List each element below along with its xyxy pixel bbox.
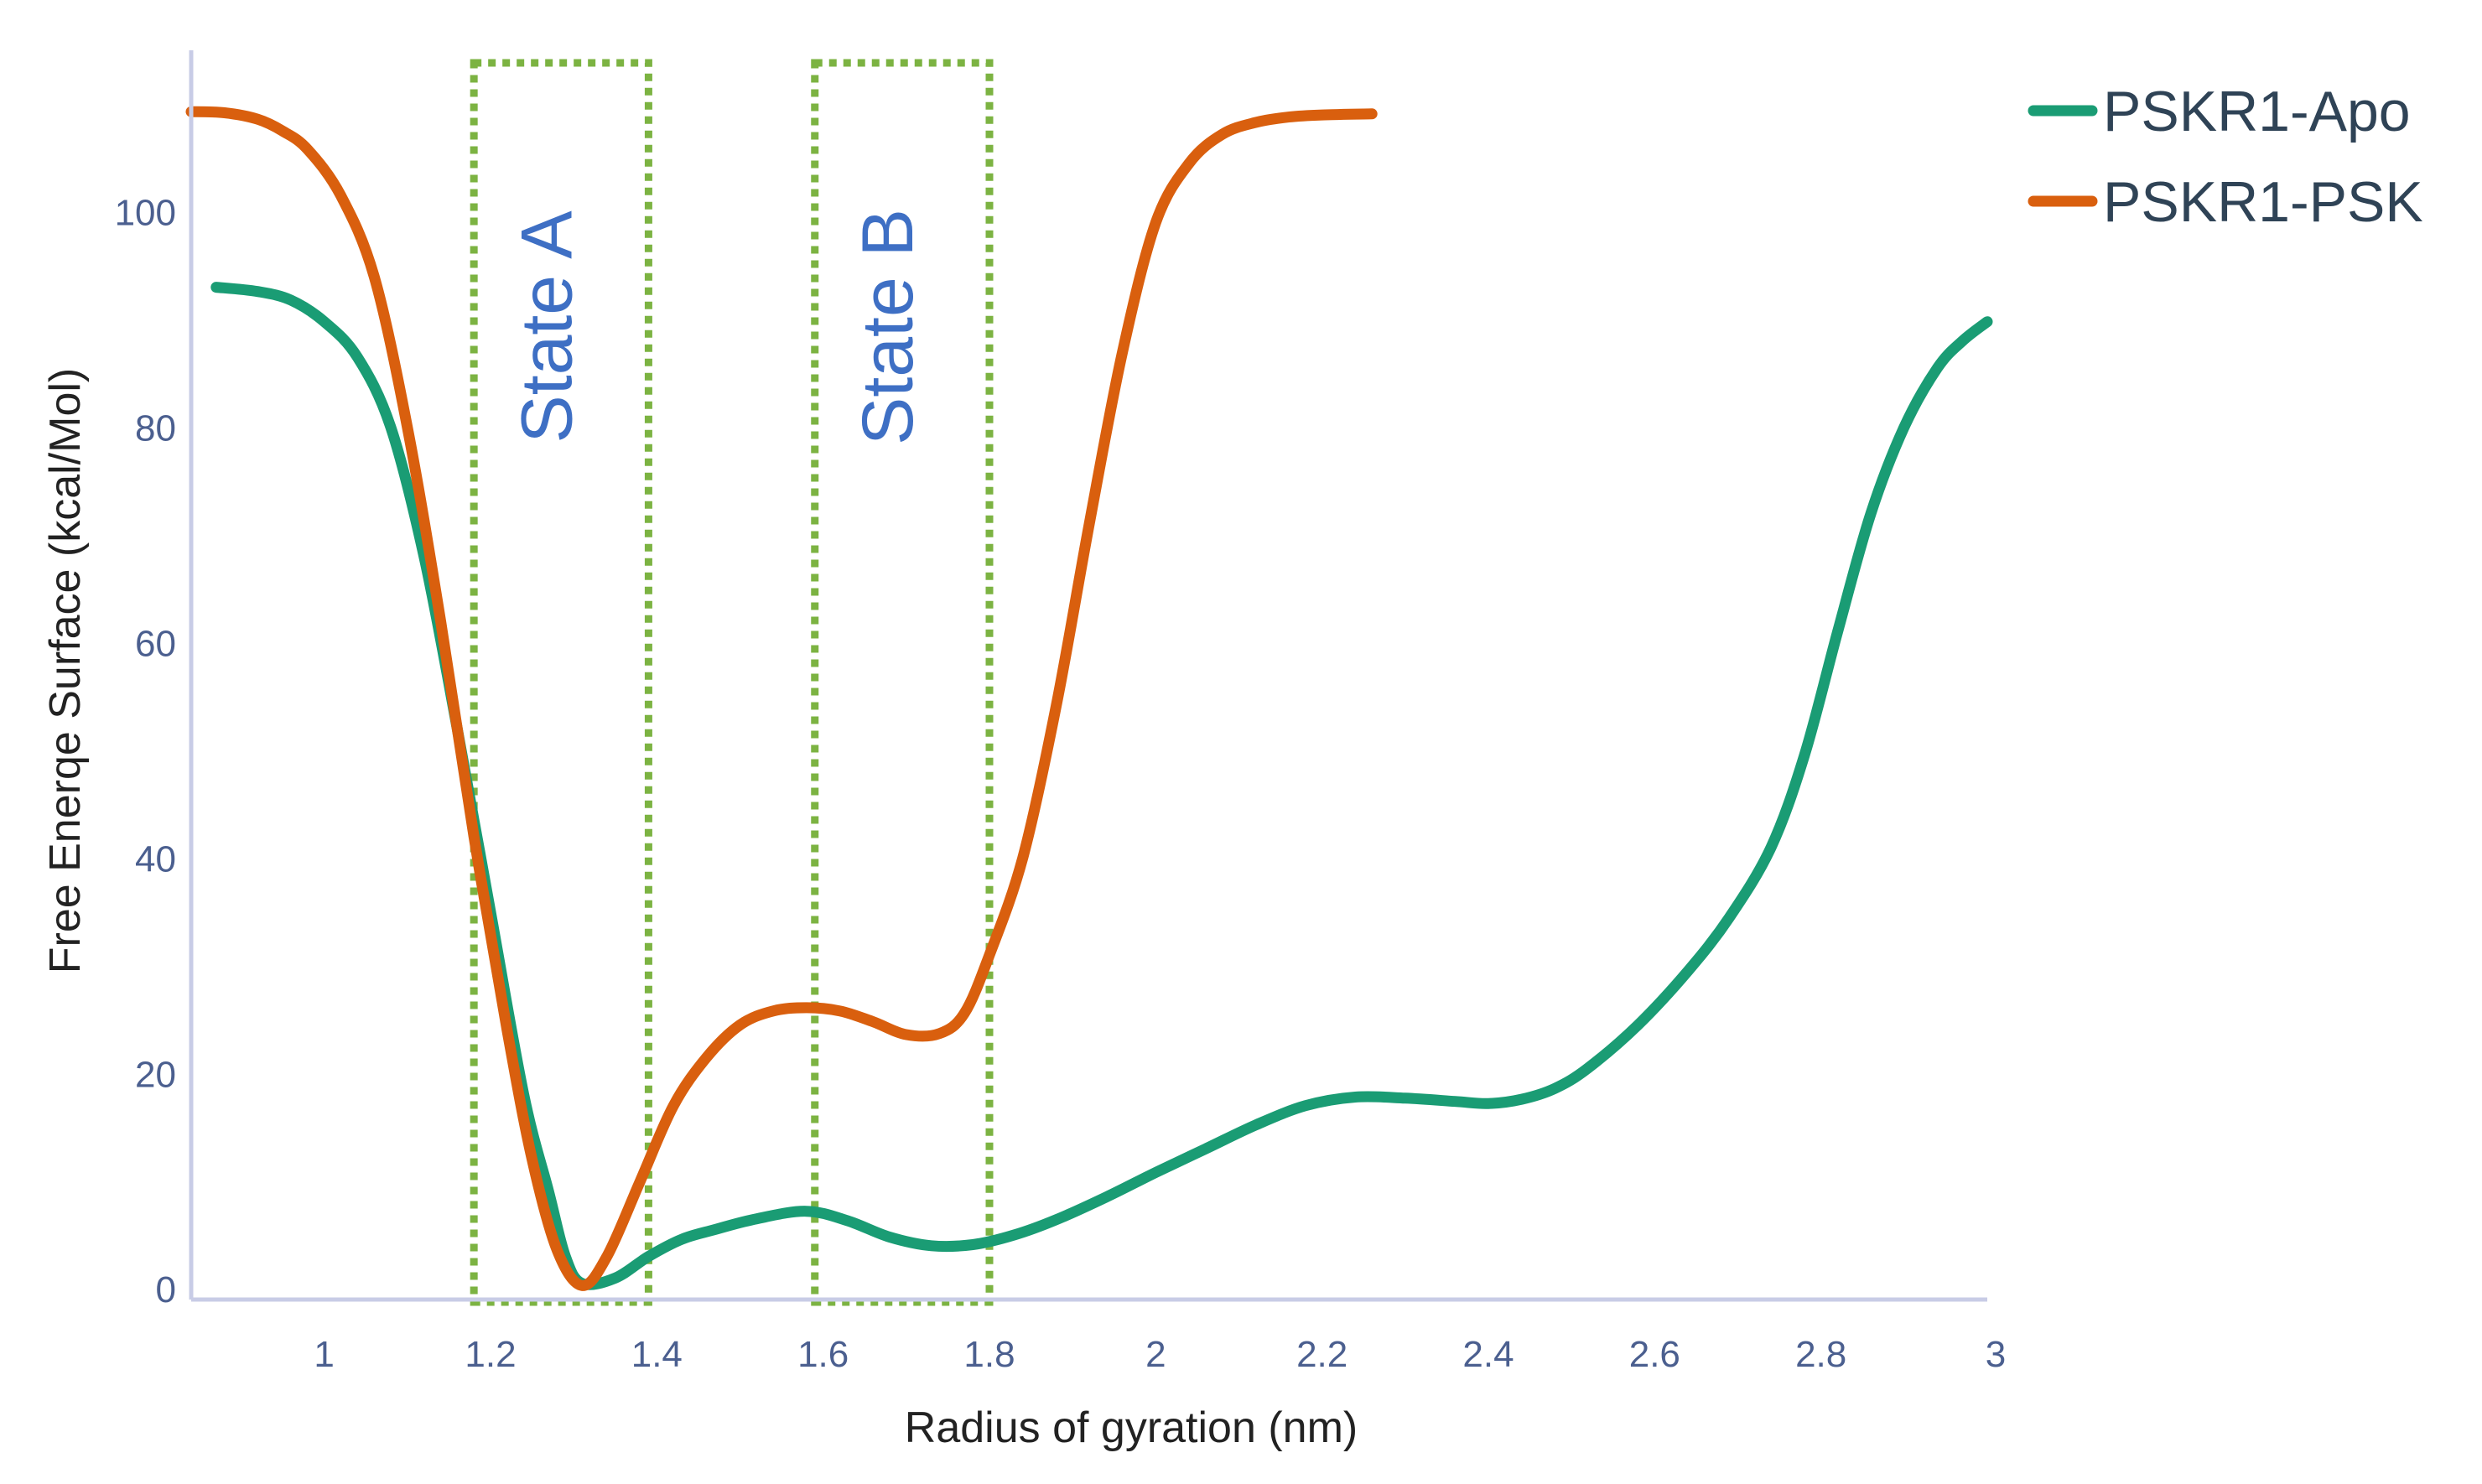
x-tick-2-6: 2.6 [1629, 1334, 1680, 1375]
x-tick-2-2: 2.2 [1296, 1334, 1347, 1375]
x-tick-1-8: 1.8 [963, 1334, 1015, 1375]
series-line-pskr1-psk [185, 106, 1378, 1291]
y-tick-80: 80 [135, 408, 176, 449]
x-tick-2-4: 2.4 [1462, 1334, 1514, 1375]
x-tick-1-2: 1.2 [465, 1334, 516, 1375]
state-box-state-b [811, 59, 994, 1306]
y-tick-60: 60 [135, 623, 176, 664]
x-tick-2: 2 [1145, 1334, 1166, 1375]
y-axis-title: Free Enerqe Surface (kcal/Mol) [41, 368, 90, 974]
x-tick-1-4: 1.4 [631, 1334, 683, 1375]
x-tick-3: 3 [1986, 1334, 2006, 1375]
y-tick-100: 100 [115, 193, 176, 234]
y-tick-40: 40 [135, 838, 176, 880]
state-box-state-a [470, 59, 652, 1306]
x-tick-1-6: 1.6 [797, 1334, 849, 1375]
state-label-state-a: State A [506, 210, 587, 444]
state-labels: State A State B [506, 209, 928, 445]
x-tick-labels: 1 1.2 1.4 1.6 1.8 2 2.2 2.4 2.6 2.8 3 [314, 1334, 2006, 1375]
y-tick-labels: 0 20 40 60 80 100 [115, 193, 176, 1310]
legend-label-apo: PSKR1-Apo [2103, 80, 2411, 143]
axes [189, 50, 1987, 1302]
state-label-state-b: State B [848, 209, 928, 445]
legend-label-psk: PSKR1-PSK [2103, 170, 2423, 234]
state-regions [470, 59, 994, 1306]
y-tick-0: 0 [156, 1269, 176, 1310]
legend: PSKR1-Apo PSKR1-PSK [2028, 80, 2423, 234]
x-tick-1: 1 [314, 1334, 334, 1375]
series-lines [185, 106, 1993, 1291]
x-axis-title: Radius of gyration (nm) [905, 1404, 1358, 1452]
x-tick-2-8: 2.8 [1795, 1334, 1846, 1375]
y-tick-20: 20 [135, 1054, 176, 1095]
